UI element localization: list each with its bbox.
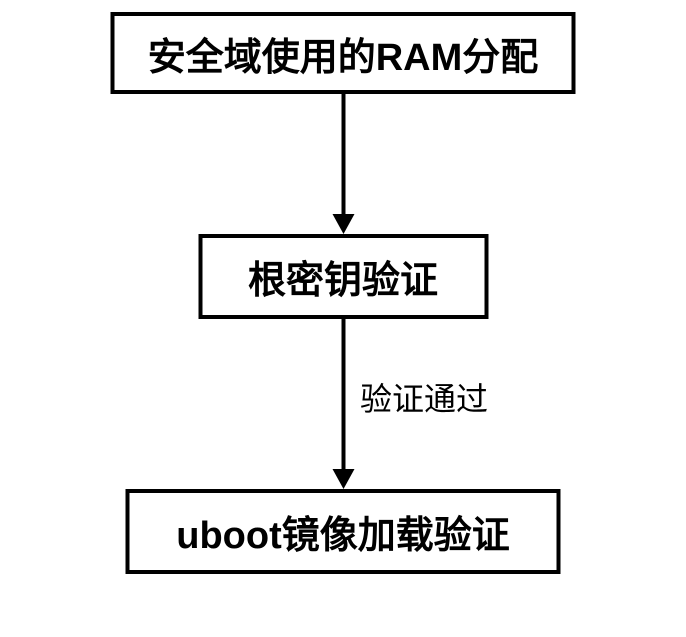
flowchart-container: 安全域使用的RAM分配 根密钥验证 验证通过 uboot镜像加载验证: [111, 12, 576, 574]
flowchart-node-root-key-verify: 根密钥验证: [198, 234, 488, 319]
arrowhead-icon: [332, 469, 354, 489]
flowchart-connector-2: 验证通过: [332, 319, 354, 489]
arrowhead-icon: [332, 214, 354, 234]
node-label: uboot镜像加载验证: [176, 504, 510, 559]
connector-line: [341, 94, 345, 214]
node-label: 根密钥验证: [248, 249, 438, 304]
flowchart-node-uboot-verify: uboot镜像加载验证: [126, 489, 561, 574]
node-label: 安全域使用的RAM分配: [148, 26, 539, 81]
connector-line: [341, 319, 345, 469]
edge-label: 验证通过: [360, 374, 488, 420]
flowchart-node-ram-allocation: 安全域使用的RAM分配: [111, 12, 576, 94]
flowchart-connector-1: [332, 94, 354, 234]
